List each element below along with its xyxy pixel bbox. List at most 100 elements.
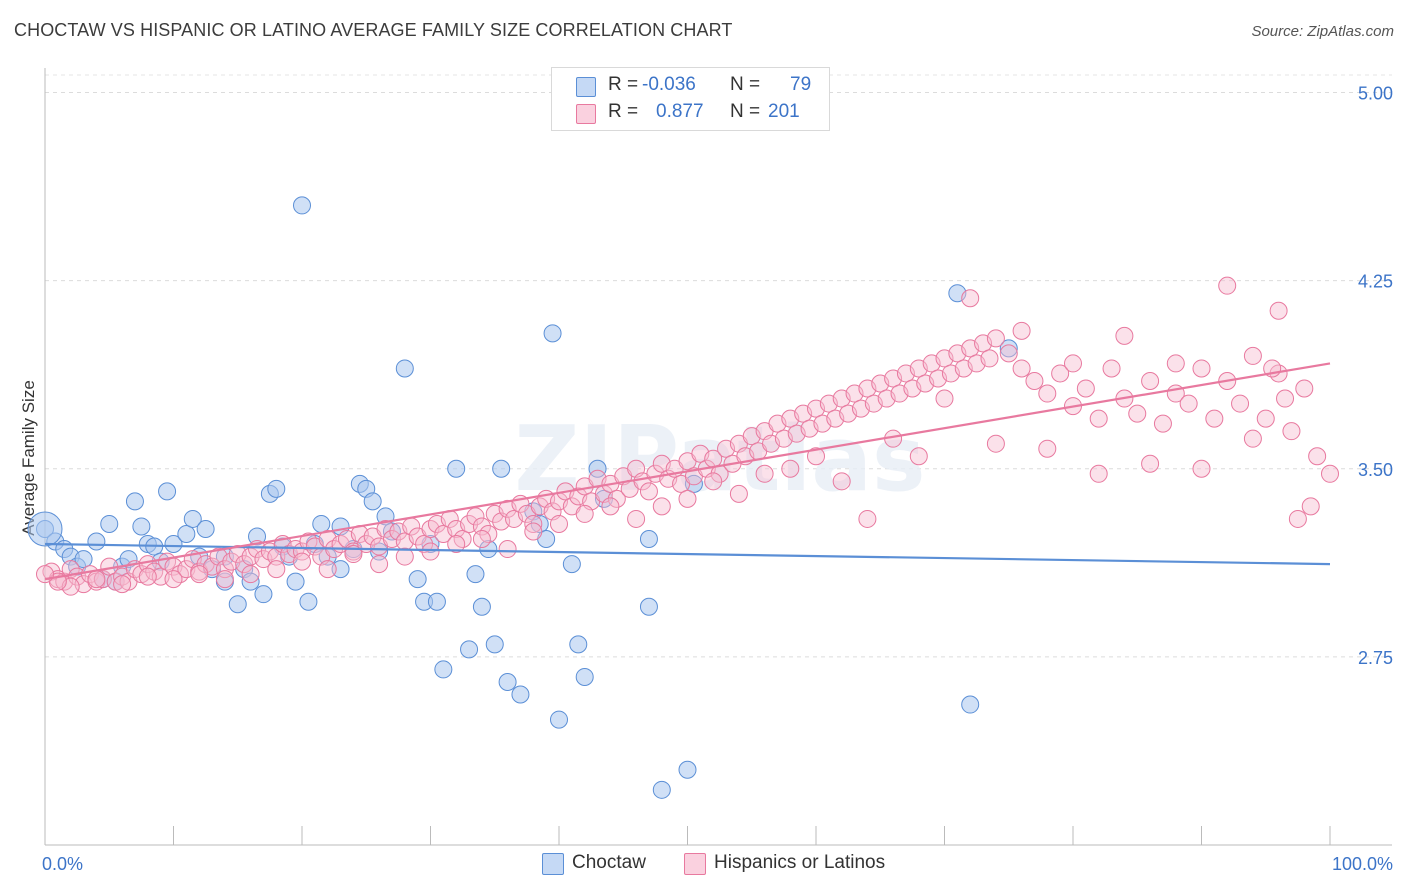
data-point	[1308, 447, 1327, 466]
data-point	[1276, 389, 1295, 408]
data-point	[575, 667, 594, 686]
data-point	[248, 527, 267, 546]
data-point	[395, 547, 414, 566]
data-point	[1089, 409, 1108, 428]
data-point	[395, 359, 414, 378]
data-point	[639, 597, 658, 616]
data-point	[832, 472, 851, 491]
data-point	[87, 570, 106, 589]
legend-n-label: N =	[730, 101, 761, 122]
data-point	[639, 530, 658, 549]
data-point	[36, 565, 54, 584]
data-point	[1282, 422, 1301, 441]
data-point	[639, 482, 658, 501]
data-point	[1025, 371, 1044, 390]
data-point	[485, 635, 504, 654]
legend-r-value: 0.877	[656, 101, 704, 122]
data-point	[1115, 326, 1134, 345]
data-point	[1192, 459, 1211, 478]
data-point	[1231, 394, 1250, 413]
data-point	[241, 572, 260, 591]
legend-r-label: R =	[608, 74, 639, 95]
x-tick-label: 0.0%	[42, 854, 83, 874]
data-point	[1051, 364, 1070, 383]
data-point	[421, 542, 440, 561]
data-point	[999, 344, 1018, 363]
data-point	[1166, 354, 1185, 373]
trend-line	[44, 542, 1331, 566]
data-point	[183, 509, 202, 528]
data-point	[27, 511, 63, 547]
data-point	[1076, 379, 1095, 398]
data-point	[1038, 384, 1057, 403]
data-point	[601, 497, 620, 516]
data-point	[363, 492, 382, 511]
data-point	[652, 780, 671, 799]
bottom-legend-label-hispanic: Hispanics or Latinos	[714, 852, 886, 873]
data-point	[113, 575, 132, 594]
data-point	[1064, 354, 1082, 373]
data-point	[331, 560, 350, 579]
data-point	[1321, 464, 1339, 483]
data-point	[241, 565, 260, 584]
data-point	[164, 535, 183, 554]
data-point	[215, 560, 234, 579]
chart-title: CHOCTAW VS HISPANIC OR LATINO AVERAGE FA…	[14, 20, 733, 40]
data-point	[447, 535, 466, 554]
data-point	[466, 565, 485, 584]
data-point	[1141, 371, 1160, 390]
y-tick-label: 2.75	[1358, 648, 1393, 668]
data-point	[562, 555, 581, 574]
data-point	[684, 474, 703, 493]
data-point	[1128, 404, 1147, 423]
data-point	[177, 524, 196, 543]
data-point	[286, 572, 305, 591]
data-point	[607, 489, 626, 508]
data-point	[909, 447, 928, 466]
legend-n-value: 79	[790, 74, 812, 95]
data-point	[1089, 464, 1108, 483]
data-point	[267, 560, 286, 579]
data-point	[427, 592, 446, 611]
source-label: Source: ZipAtlas.com	[1251, 23, 1394, 40]
y-tick-label: 4.25	[1358, 272, 1393, 292]
data-point	[158, 482, 177, 501]
y-tick-label: 5.00	[1358, 84, 1393, 104]
data-point	[254, 585, 273, 604]
data-point	[524, 514, 543, 533]
trend-line	[44, 362, 1331, 581]
data-point	[511, 685, 530, 704]
data-point	[524, 522, 543, 541]
data-point	[1153, 414, 1172, 433]
data-point	[1012, 321, 1031, 340]
data-point	[164, 570, 183, 589]
data-point	[498, 672, 517, 691]
data-point	[1012, 359, 1031, 378]
data-point	[781, 459, 800, 478]
data-point	[479, 540, 498, 559]
legend-swatch-hispanic	[576, 104, 596, 124]
data-point	[961, 289, 980, 308]
data-point	[588, 459, 607, 478]
data-point	[652, 497, 671, 516]
data-point	[729, 484, 748, 503]
data-point	[1243, 346, 1262, 365]
data-point	[415, 535, 434, 554]
legend-n-value: 201	[768, 101, 800, 122]
bottom-legend-swatch-hispanic	[684, 853, 706, 875]
data-point	[1179, 394, 1198, 413]
bottom-legend-label-choctaw: Choctaw	[572, 852, 646, 873]
data-point	[228, 595, 247, 614]
data-point	[472, 530, 491, 549]
data-point	[961, 695, 980, 714]
data-point	[215, 570, 234, 589]
y-tick-label: 3.50	[1358, 460, 1393, 480]
data-point	[858, 509, 877, 528]
legend-r-label: R =	[608, 101, 639, 122]
data-point	[1141, 454, 1160, 473]
data-point	[1301, 497, 1320, 516]
data-point	[550, 710, 568, 729]
data-point	[678, 760, 697, 779]
legend-r-value: -0.036	[642, 74, 696, 95]
data-point	[460, 640, 479, 659]
